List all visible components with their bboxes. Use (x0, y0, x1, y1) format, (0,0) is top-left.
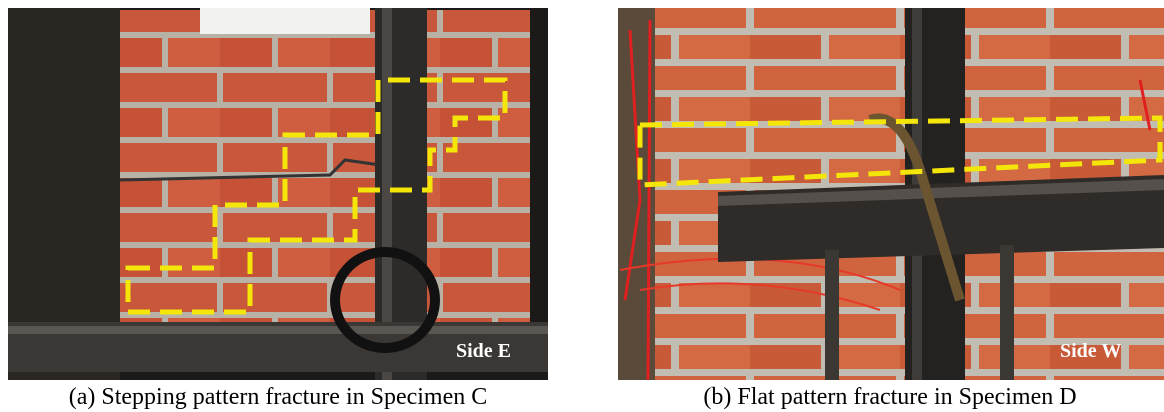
side-label: Side E (456, 340, 511, 362)
page: {"figures": [ {"label": "Side E", "capti… (0, 0, 1164, 412)
photo-right: Side W (618, 8, 1164, 380)
figure: Side E Side W (a) Stepping pattern fract… (0, 0, 1164, 412)
caption: (a) Stepping pattern fracture in Specime… (69, 384, 488, 410)
photo-left: Side E (8, 8, 548, 380)
side-label: Side W (1060, 340, 1121, 362)
caption: (b) Flat pattern fracture in Specimen D (703, 384, 1076, 410)
